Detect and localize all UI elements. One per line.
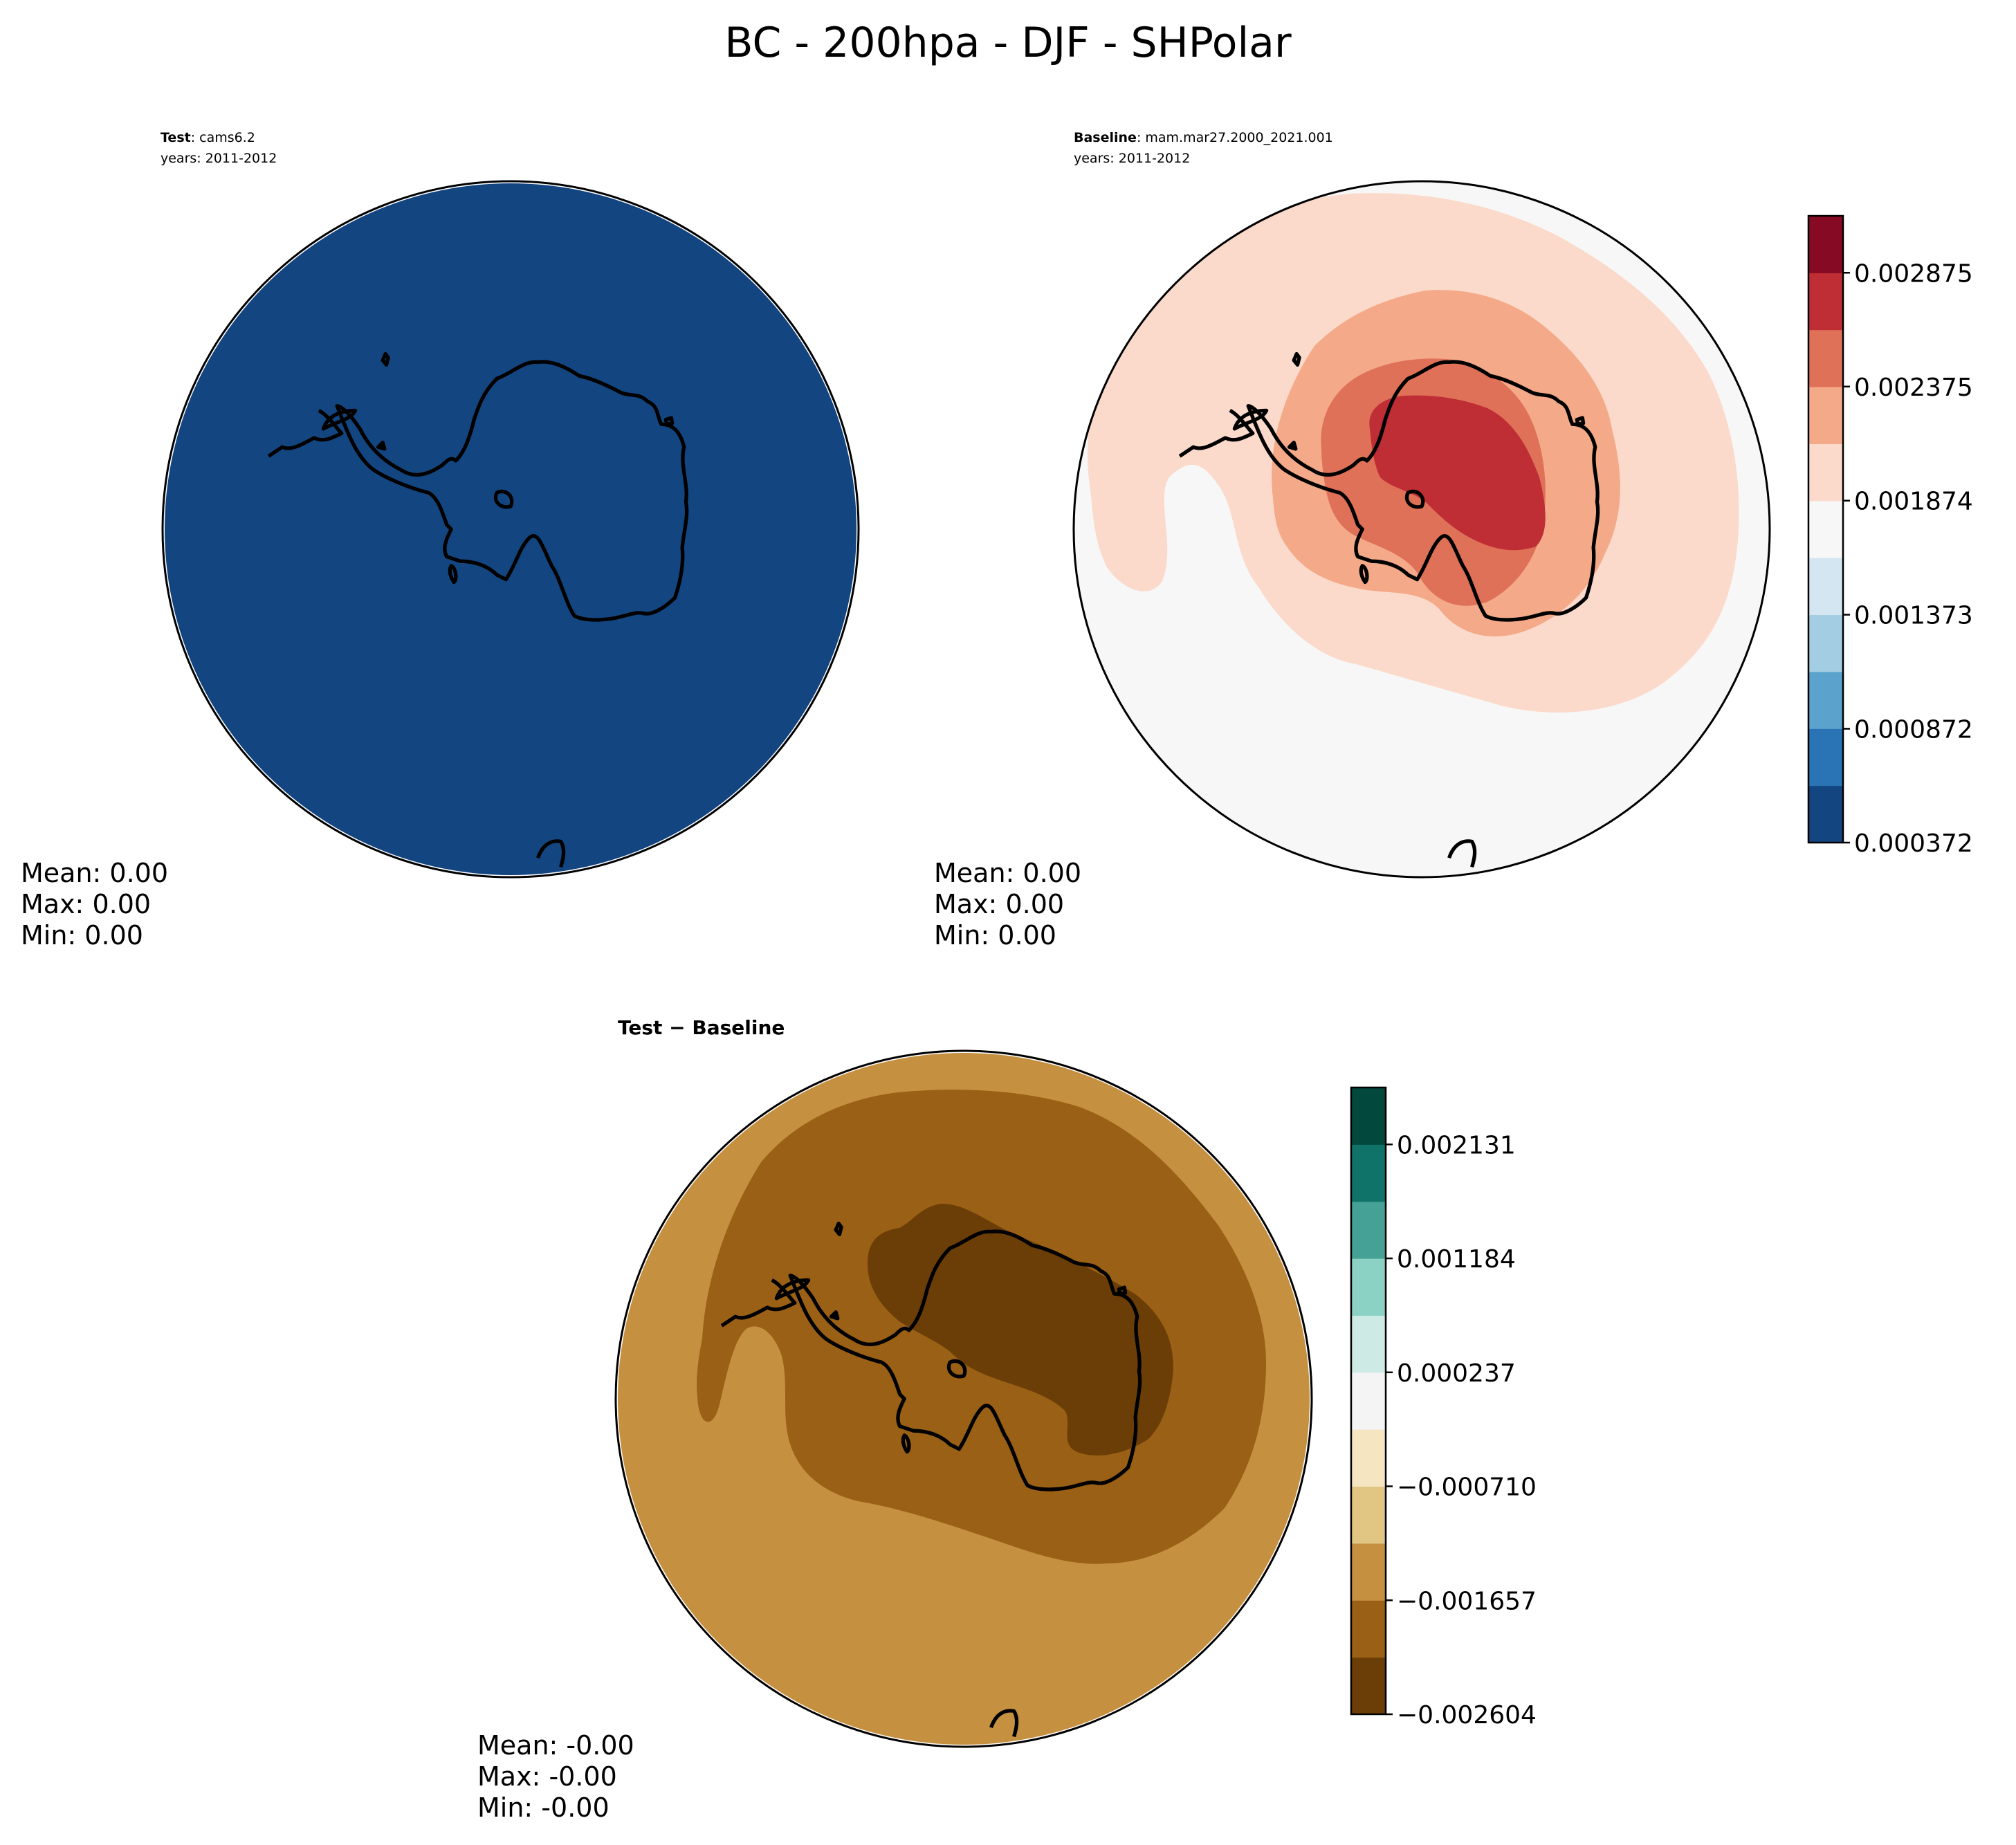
diff-max: Max: -0.00 <box>477 1761 617 1792</box>
diff-colorbar-bin <box>1351 1372 1386 1430</box>
diff-colorbar: −0.002604 −0.001657 −0.000710 0.000237 0.001… <box>1350 1086 1537 1729</box>
diff-colorbar-bin <box>1351 1087 1386 1145</box>
diff-colorbar-bin <box>1351 1600 1386 1658</box>
panel-difference: Test − Baseline Mean: -0.00 Max: -0.00 <box>477 1016 1537 1823</box>
baseline-colorbar-tick-label: 0.000372 <box>1854 829 1973 858</box>
diff-colorbar-bin <box>1351 1486 1386 1544</box>
diff-colorbar-bin <box>1351 1543 1386 1601</box>
diff-mean: Mean: -0.00 <box>477 1730 634 1761</box>
baseline-colorbar-bin <box>1808 443 1843 502</box>
diff-colorbar-frame <box>1350 1086 1387 1716</box>
baseline-colorbar-tick-label: 0.001373 <box>1854 602 1973 630</box>
antarctica-coastline <box>335 360 689 622</box>
diff-colorbar-bin <box>1351 1144 1386 1202</box>
diff-panel-title: Test − Baseline <box>618 1016 785 1039</box>
diff-colorbar-tick-label: −0.002604 <box>1397 1701 1537 1729</box>
diff-colorbar-tick-label: 0.000237 <box>1397 1359 1516 1388</box>
diff-colorbar-tick-label: −0.000710 <box>1397 1474 1537 1502</box>
diff-colorbar-bin <box>1351 1429 1386 1487</box>
figure-title: BC - 200hpa - DJF - SHPolar <box>724 19 1292 67</box>
baseline-colorbar-frame <box>1807 214 1844 844</box>
diff-min: Min: -0.00 <box>477 1792 610 1823</box>
test-title-label: Test <box>161 130 191 145</box>
diff-map-border <box>614 1049 1313 1748</box>
baseline-colorbar-tick-label: 0.002375 <box>1854 374 1973 402</box>
diff-map <box>618 1053 1310 1745</box>
baseline-map-border <box>1072 180 1771 879</box>
baseline-colorbar-bin <box>1808 216 1843 273</box>
baseline-colorbar-tick-label: 0.000872 <box>1854 715 1973 744</box>
panel-baseline: Baseline: mam.mar27.2000_2021.001 years:… <box>934 130 1973 951</box>
baseline-colorbar-bin <box>1808 500 1843 558</box>
baseline-colorbar-bin <box>1808 671 1843 729</box>
diff-level-2 <box>868 1204 1173 1456</box>
baseline-colorbar-bin <box>1808 273 1843 331</box>
test-max: Max: 0.00 <box>21 889 151 919</box>
baseline-title-label: Baseline <box>1074 130 1137 145</box>
baseline-colorbar-tick-label: 0.001874 <box>1854 488 1973 516</box>
baseline-colorbar: 0.000372 0.000872 0.001373 0.001874 0.002375… <box>1807 214 1973 858</box>
baseline-level-4 <box>1369 395 1546 551</box>
test-title-value: : cams6.2 <box>191 130 255 145</box>
test-panel-title: Test: cams6.2 <box>161 130 255 145</box>
baseline-colorbar-bin <box>1808 558 1843 616</box>
diff-colorbar-bin <box>1351 1315 1386 1373</box>
baseline-colorbar-bin <box>1808 614 1843 672</box>
baseline-colorbar-bin <box>1808 785 1843 843</box>
diff-colorbar-bin <box>1351 1201 1386 1259</box>
test-map <box>165 183 856 875</box>
diff-colorbar-bin <box>1351 1657 1386 1715</box>
baseline-colorbar-bin <box>1808 329 1843 387</box>
test-mean: Mean: 0.00 <box>21 858 168 888</box>
test-years: years: 2011-2012 <box>161 151 277 166</box>
baseline-title-value: : mam.mar27.2000_2021.001 <box>1137 130 1333 145</box>
diff-colorbar-bin <box>1351 1258 1386 1316</box>
panel-test: Test: cams6.2 years: 2011-2012 Mean: 0.0… <box>21 130 860 951</box>
test-map-border <box>161 180 860 879</box>
baseline-mean: Mean: 0.00 <box>934 858 1081 888</box>
baseline-min: Min: 0.00 <box>934 920 1056 951</box>
diff-colorbar-tick-label: 0.002131 <box>1397 1131 1516 1159</box>
diff-colorbar-tick-label: −0.001657 <box>1397 1587 1537 1615</box>
baseline-colorbar-tick-label: 0.002875 <box>1854 259 1973 288</box>
test-min: Min: 0.00 <box>21 920 143 951</box>
baseline-colorbar-bin <box>1808 387 1843 444</box>
baseline-panel-title: Baseline: mam.mar27.2000_2021.001 <box>1074 130 1333 145</box>
baseline-colorbar-bin <box>1808 728 1843 787</box>
baseline-years: years: 2011-2012 <box>1074 151 1190 166</box>
test-field-fill <box>165 183 856 875</box>
baseline-max: Max: 0.00 <box>934 889 1064 919</box>
diff-colorbar-tick-label: 0.001184 <box>1397 1245 1516 1274</box>
baseline-map <box>1074 181 1770 877</box>
